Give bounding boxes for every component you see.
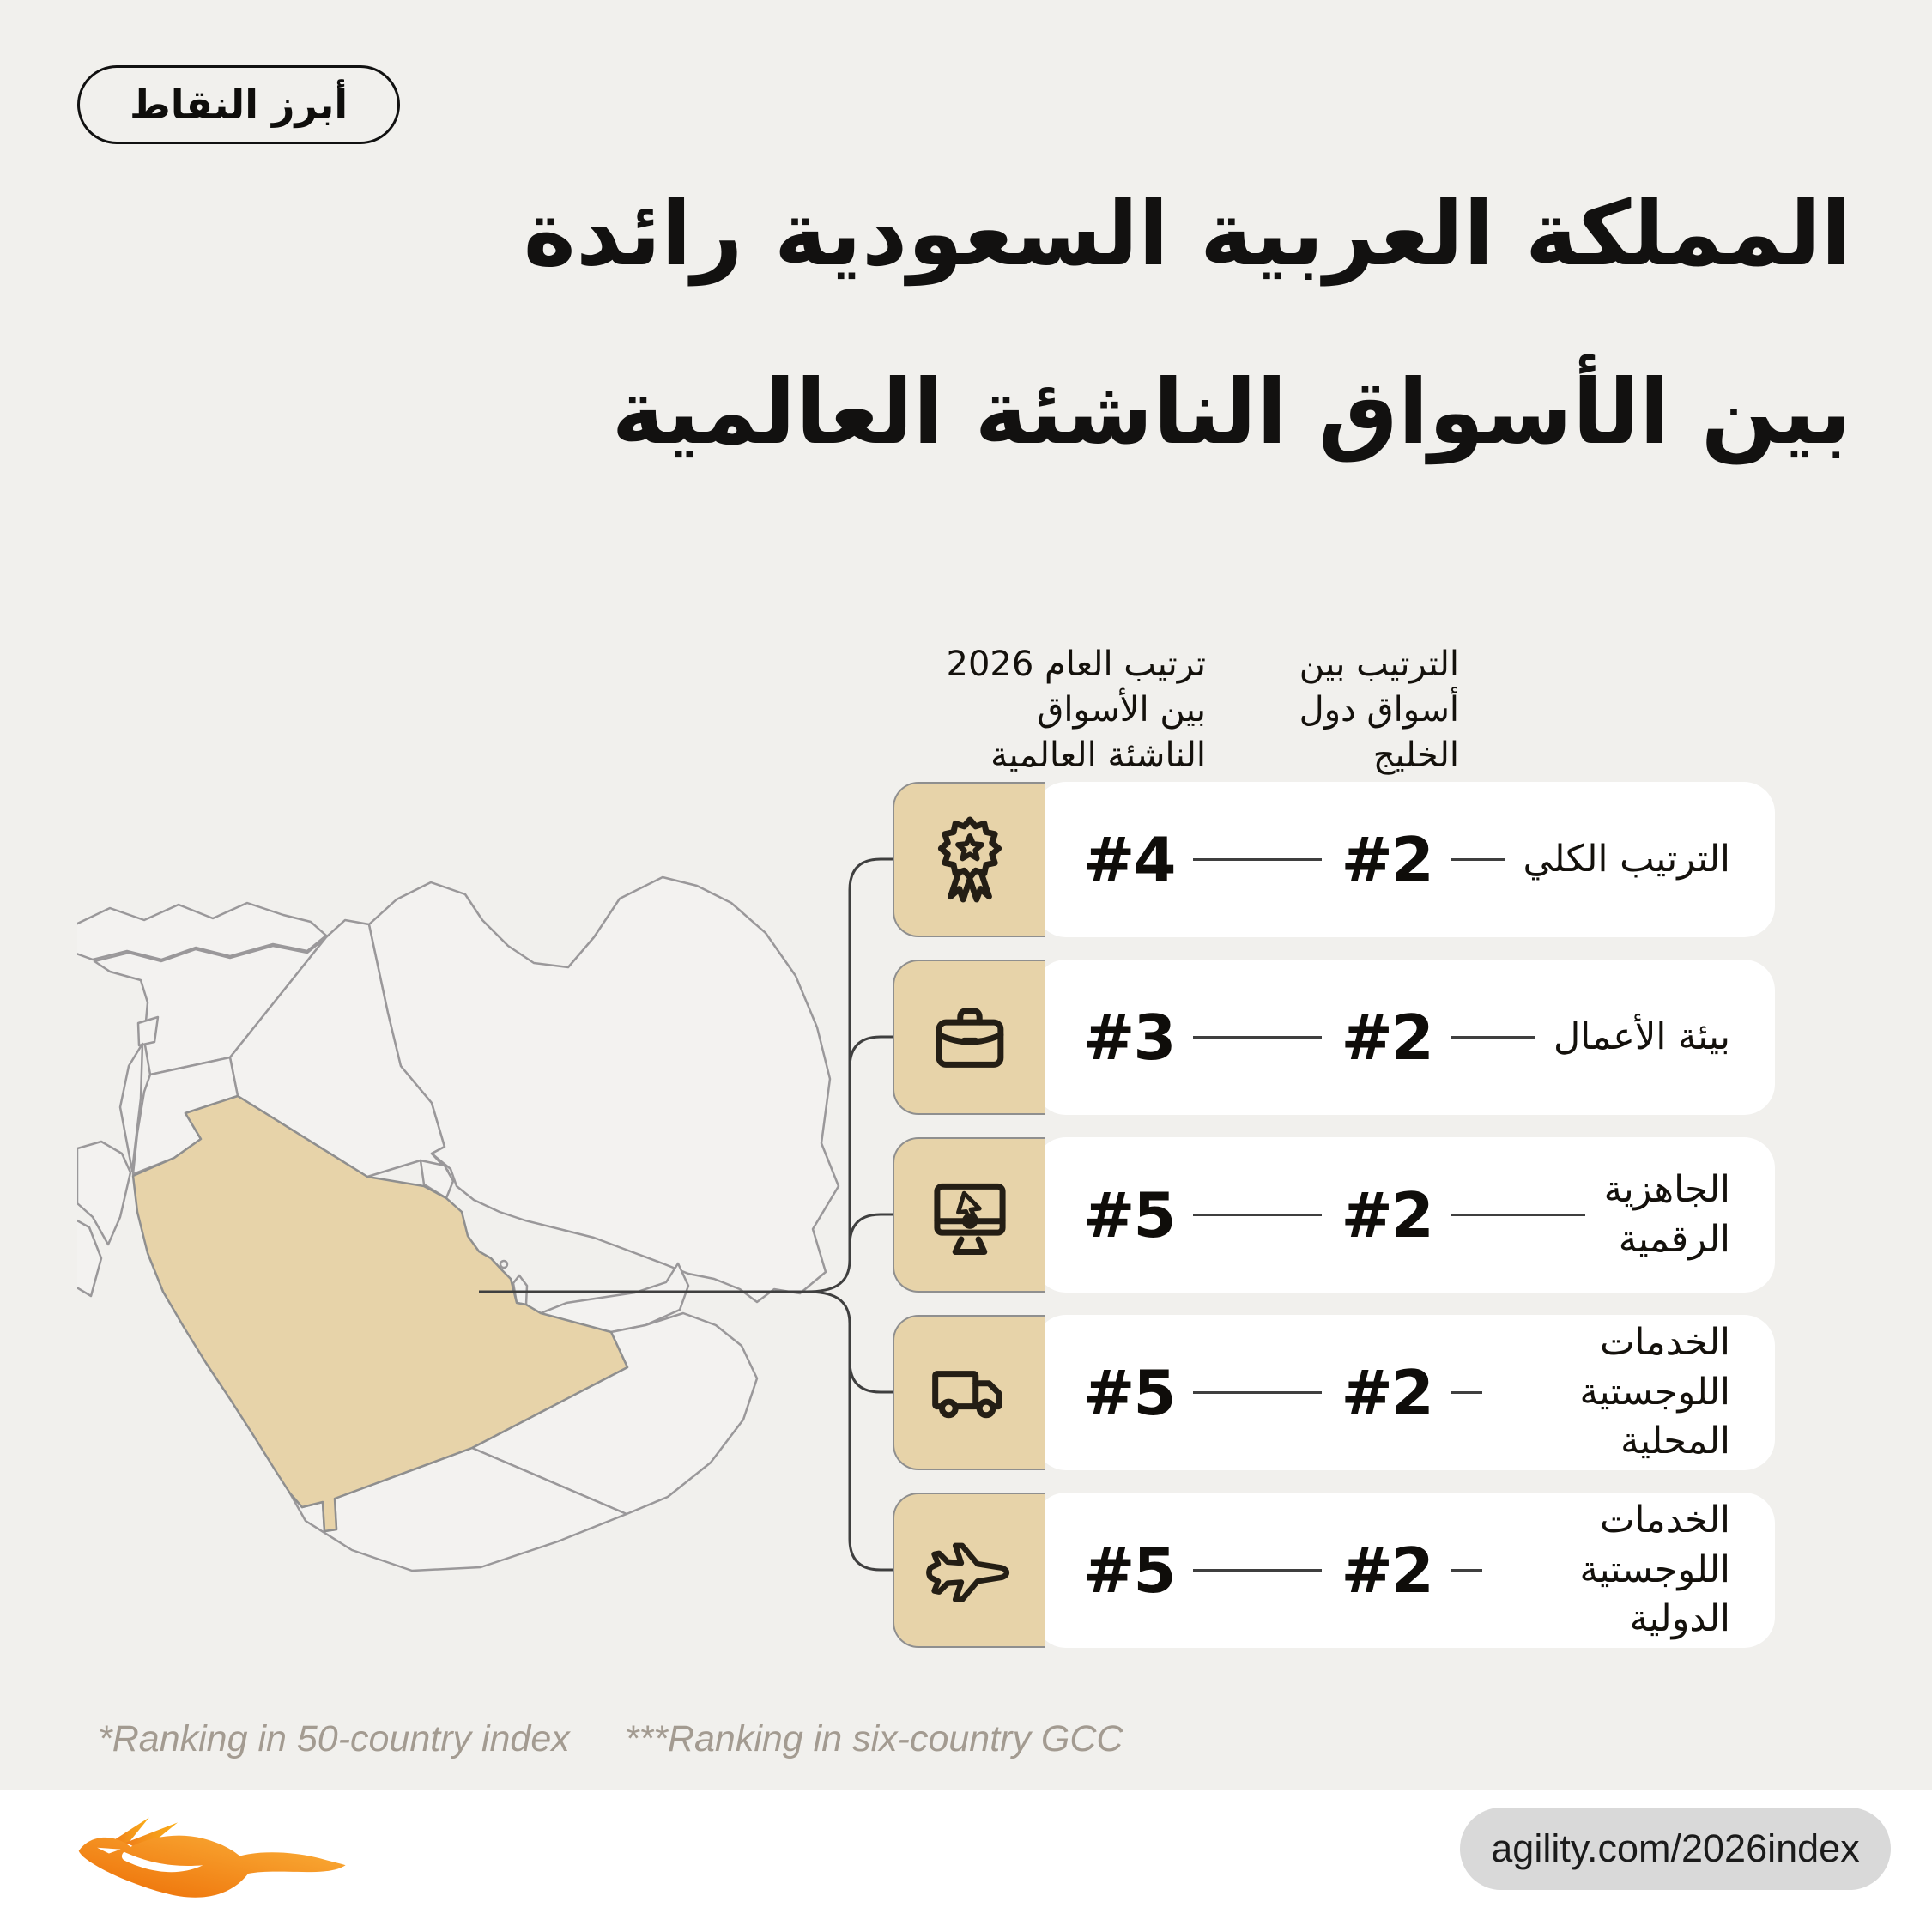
footer-url-link[interactable]: agility.com/2026index xyxy=(1460,1808,1891,1890)
row-content: الخدمات اللوجستية الدولية #2 #5 xyxy=(1045,1493,1775,1648)
row-label: الجاهزية الرقمية xyxy=(1603,1167,1730,1261)
row-content: الترتيب الكلي #2 #4 xyxy=(1045,782,1775,937)
connector-rule xyxy=(1193,1214,1323,1216)
map-country-saudi-arabia-highlight xyxy=(131,1094,629,1533)
airplane-icon xyxy=(922,1523,1018,1619)
truck-icon xyxy=(922,1345,1018,1441)
row-content: بيئة الأعمال #2 #3 xyxy=(1045,960,1775,1115)
footnote-50-country: *Ranking in 50-country index xyxy=(98,1718,570,1759)
map-country-egypt xyxy=(77,1219,103,1298)
emerging-rank-value: #5 xyxy=(1083,1356,1176,1429)
table-row-overall-ranking: الترتيب الكلي #2 #4 xyxy=(893,782,1775,937)
map-country-israel xyxy=(118,1042,144,1172)
connector-rule xyxy=(1193,1391,1323,1394)
row-label: الترتيب الكلي xyxy=(1523,837,1730,881)
row-icon-tile xyxy=(893,782,1045,937)
connector-rule xyxy=(1451,1391,1482,1394)
table-row-domestic-logistics: الخدمات اللوجستية المحلية #2 #5 xyxy=(893,1315,1775,1470)
briefcase-icon xyxy=(922,990,1018,1086)
map-country-kuwait xyxy=(419,1159,455,1200)
row-card xyxy=(1035,960,1775,1115)
table-row-international-logistics: الخدمات اللوجستية الدولية #2 #5 xyxy=(893,1493,1775,1648)
row-card xyxy=(1035,1315,1775,1470)
row-icon-tile xyxy=(893,1315,1045,1470)
footnote: *Ranking in 50-country index ***Ranking … xyxy=(98,1718,1123,1760)
emerging-rank-value: #5 xyxy=(1083,1178,1176,1251)
agility-phoenix-logo xyxy=(78,1817,346,1898)
map-country-turkey xyxy=(77,901,328,961)
page-title-line1: المملكة العربية السعودية رائدة xyxy=(523,181,1852,286)
row-icon-tile xyxy=(893,960,1045,1115)
column-header-gcc-markets: الترتيب بين أسواق دول الخليج xyxy=(1299,645,1459,775)
table-row-business-environment: بيئة الأعمال #2 #3 xyxy=(893,960,1775,1115)
footnote-gcc: ***Ranking in six-country GCC xyxy=(624,1718,1123,1759)
table-row-digital-readiness: الجاهزية الرقمية #2 #5 xyxy=(893,1137,1775,1293)
emerging-rank-value: #5 xyxy=(1083,1534,1176,1607)
row-icon-tile xyxy=(893,1137,1045,1293)
connector-rule xyxy=(1193,858,1323,861)
gcc-rank-value: #2 xyxy=(1341,1534,1433,1607)
row-content: الخدمات اللوجستية المحلية #2 #5 xyxy=(1045,1315,1775,1470)
connector-rule xyxy=(1451,1214,1585,1216)
phoenix-horn-icon xyxy=(113,1817,149,1844)
highlights-badge: أبرز النقاط xyxy=(77,65,401,144)
row-card xyxy=(1035,1493,1775,1648)
row-label: الخدمات اللوجستية المحلية xyxy=(1579,1321,1730,1463)
row-card xyxy=(1035,782,1775,937)
row-icon-tile xyxy=(893,1493,1045,1648)
page-title: المملكة العربية السعودية رائدة بين الأسو… xyxy=(523,144,1852,501)
emerging-rank-value: #3 xyxy=(1083,1001,1176,1074)
connector-rule xyxy=(1193,1569,1323,1572)
emerging-rank-value: #4 xyxy=(1083,823,1176,896)
gcc-rank-value: #2 xyxy=(1341,1001,1433,1074)
gcc-rank-value: #2 xyxy=(1341,823,1433,896)
map-country-egypt-sinai xyxy=(77,1140,132,1246)
column-header-emerging-markets-2026: ترتيب العام 2026 بين الأسواق الناشئة الع… xyxy=(946,645,1206,775)
page-title-line2: بين الأسواق الناشئة العالمية xyxy=(611,360,1852,464)
middle-east-map xyxy=(77,875,840,1572)
phoenix-neck-gap xyxy=(121,1851,203,1873)
phoenix-body xyxy=(78,1835,346,1898)
connector-rule xyxy=(1451,1569,1482,1572)
gcc-rank-value: #2 xyxy=(1341,1356,1433,1429)
connector-rule xyxy=(1193,1036,1323,1039)
row-label: الخدمات اللوجستية الدولية xyxy=(1579,1499,1730,1641)
monitor-cursor-icon xyxy=(922,1167,1018,1263)
connector-rule xyxy=(1451,1036,1535,1039)
connector-rule xyxy=(1451,858,1505,861)
row-card xyxy=(1035,1137,1775,1293)
row-content: الجاهزية الرقمية #2 #5 xyxy=(1045,1137,1775,1293)
row-label: بيئة الأعمال xyxy=(1553,1014,1730,1058)
award-rosette-icon xyxy=(922,812,1018,908)
map-country-bahrain xyxy=(499,1259,509,1269)
phoenix-eye xyxy=(97,1847,121,1854)
gcc-rank-value: #2 xyxy=(1341,1178,1433,1251)
map-country-lebanon xyxy=(136,1015,160,1047)
